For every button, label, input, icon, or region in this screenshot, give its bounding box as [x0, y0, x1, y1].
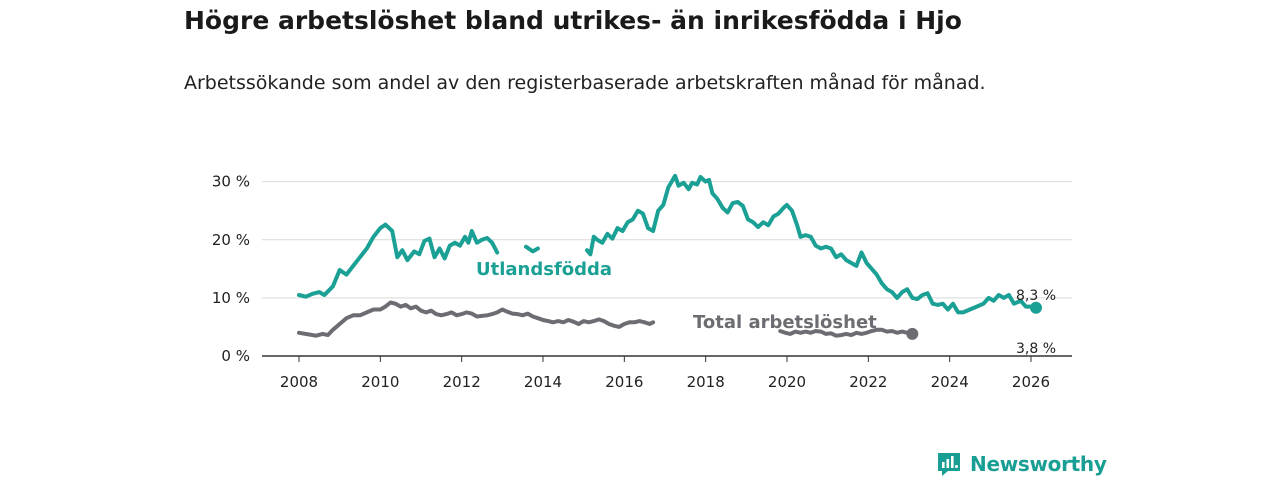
x-axis: 2008 2010 2012 2014 2016 2018 2020 2022 2024 2026: [280, 356, 1050, 391]
newsworthy-logo-icon: [938, 453, 960, 476]
total-unemployment-line-segment-1: [778, 327, 915, 338]
x-tick-label: 2020: [768, 373, 806, 391]
y-tick-label: 10 %: [212, 289, 250, 307]
foreign-born-line-segment-1: [524, 244, 540, 254]
x-tick-label: 2024: [931, 373, 969, 391]
foreign-born-end-value-label: 8,3 %: [1016, 288, 1056, 304]
foreign-born-series-label: Utlandsfödda: [476, 259, 612, 280]
y-tick-label: 30 %: [212, 173, 250, 191]
x-tick-label: 2008: [280, 373, 318, 391]
total-series-label: Total arbetslöshet: [693, 312, 877, 333]
total-unemployment-line-segment-0: [297, 300, 656, 338]
foreign-born-line-segment-0: [297, 222, 500, 299]
foreign-born-end-point: [1030, 301, 1042, 314]
x-tick-label: 2026: [1012, 373, 1050, 391]
series-labels: Utlandsfödda Total arbetslöshet 8,3 % 3,8 %: [476, 259, 1056, 357]
brand-name: Newsworthy: [970, 452, 1107, 476]
x-tick-label: 2014: [524, 373, 562, 391]
gridlines: [262, 181, 1072, 357]
chart-subtitle: Arbetssökande som andel av den registerb…: [184, 72, 986, 94]
y-axis: 0 % 10 % 20 % 30 %: [212, 173, 250, 365]
foreign-born-line-segment-2: [585, 173, 1038, 315]
series-lines: [297, 173, 1042, 340]
x-tick-label: 2022: [849, 373, 887, 391]
x-tick-label: 2010: [361, 373, 399, 391]
y-tick-label: 0 %: [221, 347, 250, 365]
x-tick-label: 2018: [687, 373, 725, 391]
x-tick-label: 2012: [443, 373, 481, 391]
total-end-value-label: 3,8 %: [1016, 341, 1056, 357]
y-tick-label: 20 %: [212, 231, 250, 249]
x-tick-label: 2016: [605, 373, 643, 391]
chart-title: Högre arbetslöshet bland utrikes- än inr…: [184, 6, 962, 35]
total-unemployment-end-point: [906, 327, 919, 340]
brand-logo[interactable]: Newsworthy: [936, 448, 1107, 480]
